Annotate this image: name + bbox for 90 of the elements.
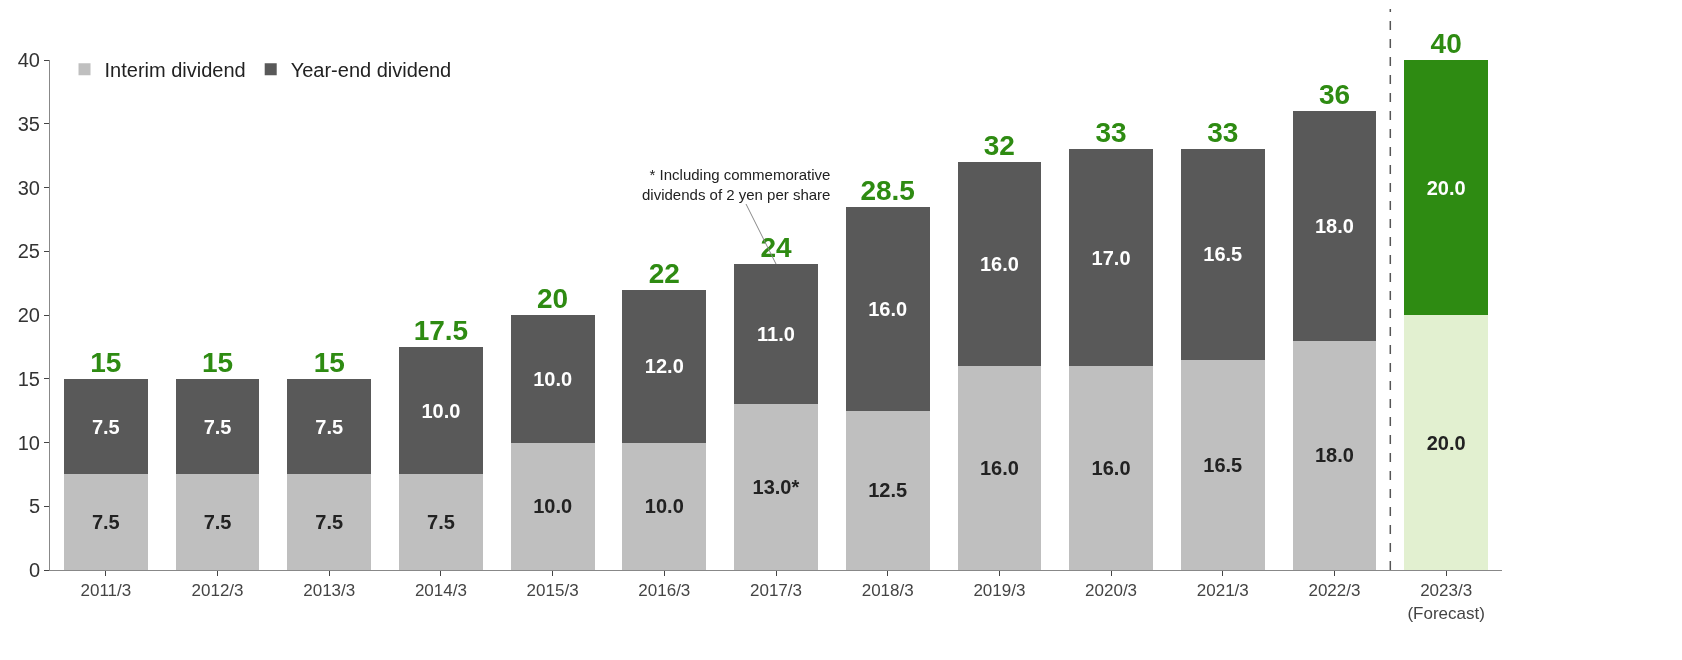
- bar: [1069, 149, 1153, 366]
- total-label: 33: [1207, 117, 1239, 149]
- y-tick-label: 40: [17, 49, 40, 71]
- data-label: 7.5: [91, 415, 120, 438]
- x-tick-label: 2013/3: [303, 581, 356, 601]
- bar: [510, 442, 595, 570]
- y-tick-label: 25: [17, 240, 40, 263]
- total-label: 22: [648, 257, 680, 289]
- data-label: 13.0*: [752, 476, 800, 499]
- data-label: 16.0: [868, 297, 908, 320]
- bar: [399, 474, 483, 570]
- total-label: 15: [313, 346, 345, 378]
- x-tick-label: 2015/3: [526, 581, 579, 601]
- x-tick-label: 2016/3: [638, 581, 691, 601]
- annotation: * Including commemorative dividends of 2 yen per share: [642, 166, 831, 203]
- total-label: 24: [760, 232, 792, 263]
- total-label: 28.5: [860, 174, 915, 206]
- data-label: 10.0: [644, 495, 684, 518]
- data-label: 7.5: [427, 511, 455, 534]
- x-tick-label: 2022/3: [1308, 581, 1361, 601]
- bar: [1404, 60, 1489, 315]
- bar: [287, 474, 372, 570]
- total-label: 15: [90, 346, 122, 378]
- data-label: 11.0: [757, 323, 795, 346]
- data-label: 7.5: [203, 415, 232, 438]
- y-tick-label: 30: [17, 176, 40, 199]
- x-tick-label: 2014/3: [414, 581, 467, 601]
- data-label: 7.5: [91, 511, 120, 534]
- bar: [510, 315, 595, 443]
- bar: [175, 474, 260, 570]
- data-label: 20.0: [1426, 176, 1466, 199]
- legend-label: Year-end dividend: [290, 59, 452, 82]
- data-label: 16.0: [979, 457, 1019, 479]
- total-label: 17.5: [413, 314, 469, 346]
- bar: [175, 378, 260, 475]
- total-label: 40: [1430, 28, 1462, 59]
- x-tick-label: 2011/3: [80, 581, 132, 601]
- data-label: 16.5: [1203, 243, 1243, 266]
- data-label: 16.5: [1203, 453, 1243, 476]
- x-tick-label: 2012/3: [191, 581, 244, 601]
- total-label: 33: [1095, 117, 1127, 149]
- data-label: 12.5: [868, 479, 908, 502]
- bar: [1069, 366, 1153, 570]
- data-label: 7.5: [315, 415, 344, 438]
- y-tick-label: 35: [17, 112, 40, 135]
- y-tick-label: 20: [17, 304, 40, 326]
- data-label: 12.0: [644, 355, 684, 377]
- x-tick-label: 2018/3: [861, 581, 914, 601]
- bar: [1180, 359, 1265, 570]
- bar: [622, 442, 707, 570]
- x-tick-label: 2017/3: [750, 581, 802, 601]
- bar: [734, 404, 818, 570]
- total-label: 36: [1318, 79, 1351, 110]
- bar: [1292, 340, 1377, 570]
- bar: [1180, 149, 1265, 360]
- bar: [845, 410, 930, 570]
- bar: [1292, 111, 1377, 341]
- bar: [63, 474, 148, 570]
- data-label: 7.5: [203, 511, 232, 534]
- x-tick-label: 2021/3: [1196, 581, 1249, 601]
- total-label: 32: [983, 130, 1015, 161]
- total-label: 20: [537, 283, 569, 314]
- bar: [957, 366, 1042, 570]
- x-tick-label: 2020/3: [1085, 581, 1138, 601]
- data-label: 16.0: [1091, 457, 1131, 479]
- data-label: 10.0: [533, 495, 573, 518]
- x-tick-label: 2023/3 (Forecast): [1407, 581, 1485, 623]
- data-label: 17.0: [1091, 246, 1131, 269]
- bar: [734, 264, 818, 405]
- data-label: 10.0: [421, 399, 461, 422]
- legend-label: Interim dividend: [104, 59, 246, 82]
- y-tick-label: 0: [28, 559, 40, 581]
- y-tick-label: 5: [28, 495, 40, 518]
- data-label: 20.0: [1426, 431, 1466, 454]
- bar: [63, 378, 148, 475]
- bar: [845, 206, 930, 411]
- bar: [622, 289, 707, 443]
- y-tick-label: 15: [17, 367, 40, 390]
- x-tick-label: 2019/3: [973, 581, 1026, 601]
- data-label: 7.5: [315, 511, 344, 534]
- total-label: 15: [201, 346, 234, 378]
- data-label: 10.0: [533, 367, 573, 390]
- data-label: 18.0: [1315, 214, 1354, 237]
- y-tick-label: 10: [17, 431, 40, 454]
- bar: [957, 162, 1042, 366]
- data-label: 16.0: [979, 253, 1019, 275]
- data-label: 18.0: [1315, 444, 1354, 467]
- bar: [1404, 315, 1489, 570]
- bar: [399, 346, 483, 475]
- bar: [287, 378, 372, 475]
